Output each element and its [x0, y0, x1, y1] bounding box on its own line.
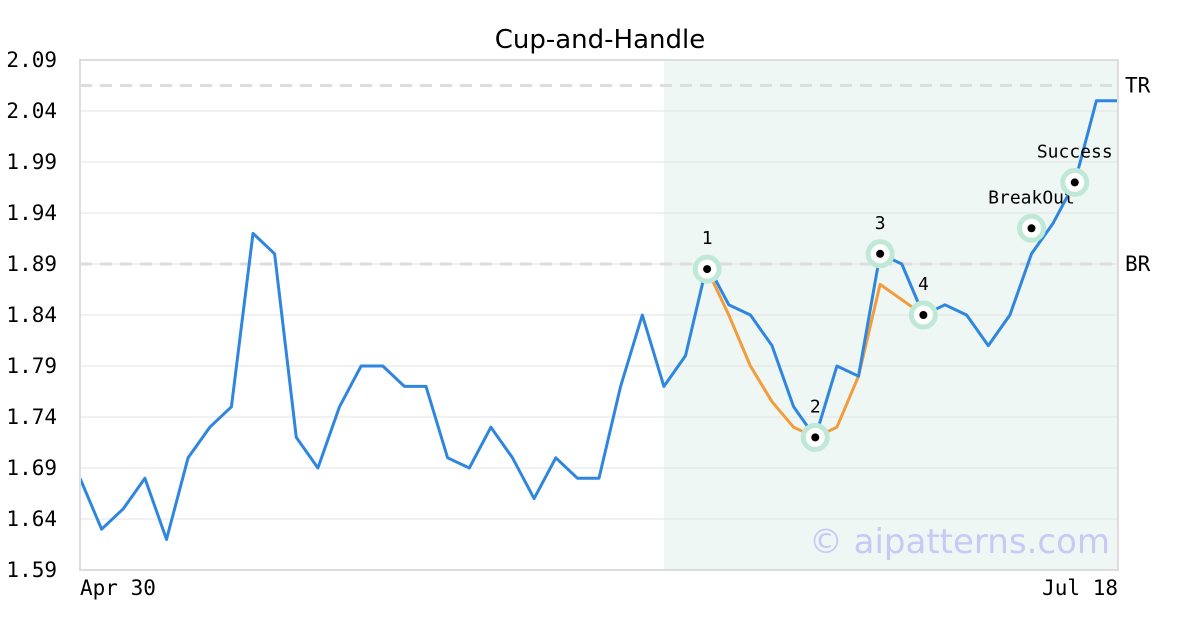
watermark: © aipatterns.com — [809, 522, 1110, 562]
point-marker-dot — [1070, 178, 1079, 187]
x-end-tick-label: Jul 18 — [1042, 576, 1118, 600]
point-marker-dot — [919, 311, 928, 319]
y-tick-label: 1.64 — [6, 507, 57, 531]
point-label: 2 — [810, 396, 821, 417]
point-marker-dot — [703, 265, 712, 274]
y-tick-label: 2.09 — [6, 48, 57, 72]
y-tick-label: 1.94 — [6, 201, 57, 225]
y-tick-label: 2.04 — [6, 99, 57, 123]
y-tick-label: 1.89 — [6, 252, 57, 276]
x-start-tick-label: Apr 30 — [80, 576, 156, 600]
y-tick-label: 1.99 — [6, 150, 57, 174]
y-tick-label: 1.79 — [6, 354, 57, 378]
chart-title: Cup-and-Handle — [495, 25, 706, 55]
reference-line-label: BR — [1125, 252, 1151, 276]
y-tick-label: 1.84 — [6, 303, 57, 327]
point-marker-dot — [1027, 224, 1036, 233]
point-label: 1 — [702, 228, 713, 249]
y-tick-label: 1.59 — [6, 558, 57, 582]
point-label: 3 — [875, 213, 886, 234]
point-label: 4 — [918, 274, 929, 295]
price-line — [78, 99, 1118, 541]
reference-lines: TR BR — [80, 74, 1151, 276]
plot-frame — [79, 59, 1119, 571]
point-marker-dot — [811, 433, 820, 442]
axes: 1.59 1.64 1.69 1.74 1.79 1.84 1.89 1.94 1.99 2.04… — [6, 48, 1119, 582]
pattern-points: 1 2 3 4 BreakOut Success — [692, 141, 1113, 452]
point-label: BreakOut — [988, 187, 1075, 208]
y-tick-label: 1.74 — [6, 405, 57, 429]
reference-line-label: TR — [1125, 74, 1151, 98]
point-label: Success — [1037, 141, 1113, 162]
point-marker-dot — [876, 249, 885, 258]
y-tick-label: 1.69 — [6, 456, 57, 480]
